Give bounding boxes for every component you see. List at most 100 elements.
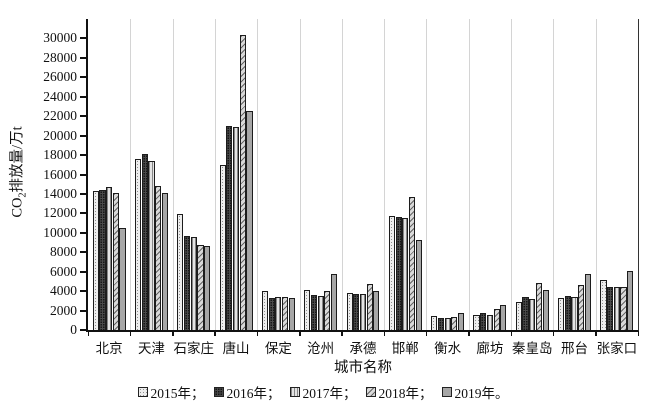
group-gridline (426, 19, 428, 330)
bar-沧州-2019年 (330, 273, 338, 330)
group-gridline (595, 19, 597, 330)
bar-邯郸-2017年 (402, 218, 409, 330)
bar-邯郸-2019年 (415, 240, 422, 330)
bar-沧州-2017年 (317, 295, 324, 330)
legend-swatch-solid-gray (441, 387, 452, 397)
legend-item-2015年: 2015年； (137, 382, 205, 402)
legend-swatch-dark-dense-dots (213, 387, 224, 397)
y-tick-label: 28000 (43, 49, 77, 65)
y-tick-label: 24000 (43, 88, 77, 104)
y-tick (80, 76, 86, 79)
y-tick (80, 270, 86, 273)
x-tick (214, 331, 216, 336)
bar-唐山-2018年 (239, 34, 246, 330)
legend-item-2016年: 2016年； (213, 382, 281, 402)
x-tick (383, 331, 386, 336)
group-gridline (341, 19, 343, 330)
bar-邯郸-2016年 (395, 217, 402, 330)
x-tick (256, 331, 259, 336)
bar-保定-2019年 (288, 297, 295, 330)
bar-天津-2015年 (134, 158, 142, 330)
y-tick (80, 134, 86, 137)
bar-秦皇岛-2017年 (529, 299, 536, 330)
y-tick (80, 37, 86, 40)
y-tick (80, 251, 86, 254)
legend-label: 2015年； (150, 386, 205, 401)
x-tick-label-承德: 承德 (349, 341, 377, 356)
bar-邢台-2017年 (571, 297, 578, 330)
bar-廊坊-2019年 (500, 304, 507, 330)
legend-label: 2016年； (226, 386, 281, 401)
x-tick-label-天津: 天津 (137, 341, 165, 356)
bar-张家口-2019年 (627, 271, 634, 330)
bar-张家口-2017年 (613, 287, 620, 330)
y-tick-label: 14000 (43, 185, 77, 201)
bar-保定-2017年 (275, 296, 282, 330)
x-tick (129, 331, 132, 336)
x-tick (425, 331, 428, 336)
group-gridline (130, 19, 132, 330)
bar-廊坊-2015年 (473, 314, 480, 330)
bar-秦皇岛-2019年 (542, 290, 549, 330)
y-axis-title: CO2排放量/万t (6, 126, 29, 217)
bar-保定-2018年 (281, 297, 289, 330)
bar-廊坊-2016年 (480, 312, 487, 330)
group-gridline (257, 19, 259, 330)
y-tick (80, 173, 86, 176)
x-tick (87, 331, 89, 336)
group-gridline (214, 19, 216, 330)
bar-沧州-2016年 (310, 294, 318, 330)
legend-item-2019年: 2019年。 (441, 382, 509, 402)
bar-廊坊-2018年 (493, 309, 500, 330)
legend-swatch-diagonal-hatch (365, 387, 376, 397)
bar-沧州-2015年 (304, 290, 311, 330)
x-tick-label-秦皇岛: 秦皇岛 (511, 341, 553, 356)
bar-秦皇岛-2015年 (515, 302, 522, 330)
legend-swatch-dot-grid-light (137, 387, 148, 397)
x-tick (299, 331, 301, 336)
y-tick-label: 10000 (43, 224, 77, 240)
legend-label: 2018年； (378, 386, 433, 401)
y-tick-label: 30000 (43, 30, 77, 46)
bar-邢台-2018年 (578, 284, 585, 330)
bar-北京-2019年 (119, 227, 126, 330)
bar-承德-2019年 (373, 291, 380, 330)
y-tick-label: 2000 (50, 302, 77, 318)
x-tick-label-唐山: 唐山 (222, 341, 250, 356)
x-tick (172, 331, 174, 336)
x-tick-label-北京: 北京 (95, 341, 123, 356)
bar-邢台-2016年 (564, 296, 571, 330)
y-tick-label: 18000 (43, 147, 77, 163)
y-tick (80, 115, 86, 118)
y-tick-label: 4000 (50, 283, 77, 299)
x-tick (510, 331, 513, 336)
y-tick-label: 0 (70, 322, 77, 337)
bar-廊坊-2017年 (486, 314, 493, 330)
bar-北京-2018年 (112, 193, 119, 330)
x-tick (468, 331, 470, 336)
y-tick (80, 95, 86, 98)
x-axis-title: 城市名称 (334, 360, 392, 376)
x-tick-label-衡水: 衡水 (434, 341, 462, 356)
y-tick (80, 56, 86, 59)
group-gridline (468, 19, 470, 330)
bar-秦皇岛-2016年 (522, 297, 529, 330)
x-tick (341, 331, 343, 336)
y-tick-label: 16000 (43, 166, 77, 182)
group-gridline (511, 19, 513, 330)
bar-张家口-2016年 (607, 287, 614, 330)
bar-邢台-2019年 (584, 274, 592, 330)
bar-北京-2017年 (106, 186, 113, 330)
bar-石家庄-2016年 (183, 236, 191, 330)
x-tick-label-邯郸: 邯郸 (391, 341, 419, 356)
y-tick (80, 231, 86, 234)
bar-衡水-2018年 (451, 316, 458, 330)
bar-石家庄-2017年 (190, 236, 197, 330)
bar-沧州-2018年 (324, 291, 331, 330)
bar-张家口-2015年 (600, 279, 607, 330)
bar-邯郸-2015年 (388, 216, 395, 330)
bar-北京-2016年 (99, 189, 106, 330)
bar-保定-2016年 (268, 297, 275, 330)
group-gridline (384, 19, 386, 330)
